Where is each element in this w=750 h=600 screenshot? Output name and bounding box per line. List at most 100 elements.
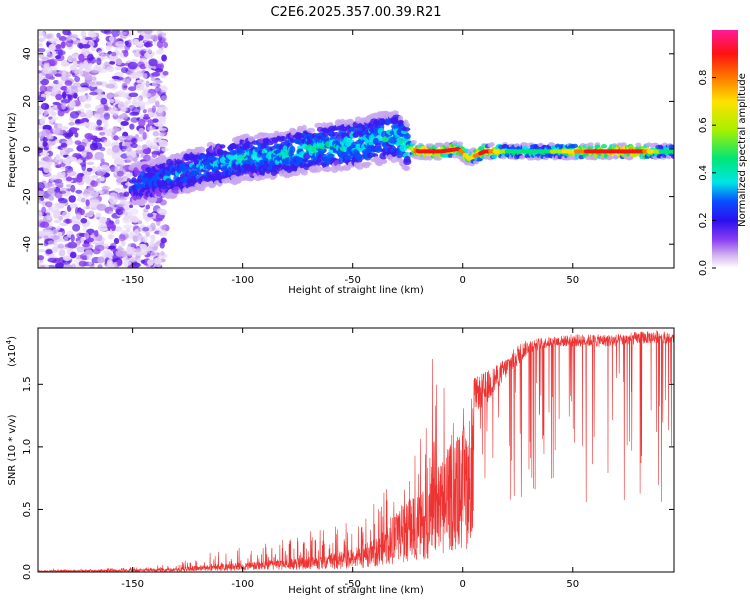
noise-blob [46, 53, 53, 58]
noise-blob [60, 142, 68, 148]
noise-blob [102, 185, 109, 194]
snr-panel: -150 -100 -50 0 50 0.0 0.5 1.0 1.5 Height of st… [5, 327, 675, 596]
noise-blob [111, 30, 121, 37]
spectral-blob [410, 140, 417, 145]
noise-blob [159, 241, 165, 249]
spectral-blob [403, 133, 411, 140]
noise-blob [100, 97, 108, 105]
noise-blob [47, 37, 58, 44]
noise-blob [84, 231, 90, 240]
spectral-blob [324, 166, 332, 172]
noise-blob [52, 104, 57, 110]
noise-blob [132, 234, 139, 243]
spectrogram-y-tick-label: -40 [22, 236, 33, 252]
noise-blob [43, 235, 49, 239]
noise-blob [38, 248, 46, 253]
noise-blob [126, 145, 132, 152]
noise-blob [75, 212, 82, 221]
spectral-blob [279, 135, 288, 142]
noise-blob [38, 73, 44, 82]
snr-x-tick-label: -150 [121, 579, 144, 590]
noise-blob [163, 41, 168, 49]
noise-blob [71, 215, 77, 224]
noise-blob [67, 95, 72, 100]
noise-blob [115, 40, 125, 47]
noise-blob [96, 119, 102, 126]
noise-blob [55, 164, 62, 169]
noise-blob [144, 101, 152, 106]
noise-blob [138, 47, 148, 52]
snr-x-tick-label: 50 [566, 579, 579, 590]
noise-blob [91, 165, 97, 174]
noise-blob [38, 52, 45, 60]
noise-blob [38, 70, 42, 74]
noise-blob [54, 127, 64, 136]
noise-blob [143, 154, 151, 162]
noise-blob [96, 57, 102, 66]
noise-blob [70, 184, 76, 193]
spectral-blob [635, 142, 642, 148]
colorbar-tick-label: 0.2 [698, 212, 709, 228]
spectral-blob [327, 153, 335, 159]
noise-blob [82, 151, 87, 158]
noise-blob [158, 139, 168, 148]
noise-blob [94, 230, 99, 237]
noise-blob [50, 118, 57, 123]
snr-y-tick-label: 0.5 [22, 501, 33, 517]
noise-blob [129, 123, 135, 130]
noise-blob [109, 164, 116, 173]
spectrogram-x-tick-label: 50 [566, 275, 579, 286]
noise-blob [60, 126, 69, 131]
noise-blob [137, 42, 143, 48]
noise-blob [162, 70, 169, 76]
noise-blob [49, 209, 58, 213]
noise-blob [126, 250, 135, 255]
noise-blob [141, 92, 152, 98]
noise-blob [38, 161, 47, 165]
noise-blob [45, 73, 54, 80]
noise-blob [40, 93, 46, 98]
noise-blob [106, 147, 113, 156]
noise-blob [99, 176, 105, 182]
snr-series-line [38, 329, 674, 572]
noise-blob [84, 144, 91, 152]
noise-blob [113, 187, 122, 192]
noise-blob [70, 234, 75, 242]
noise-blob [45, 249, 53, 255]
noise-blob [91, 175, 99, 179]
noise-blob [80, 30, 87, 37]
noise-blob [122, 93, 129, 100]
colorbar-tick-label: 0.6 [698, 117, 709, 133]
noise-blob [89, 191, 99, 198]
noise-blob [58, 35, 67, 42]
noise-blob [64, 243, 73, 248]
noise-blob [45, 201, 53, 208]
noise-blob [109, 98, 115, 103]
spectral-blob [289, 145, 296, 154]
snr-y-ticks: 0.0 0.5 1.0 1.5 [22, 376, 674, 580]
noise-blob [158, 127, 167, 131]
noise-blob [142, 148, 151, 155]
noise-blob [136, 145, 143, 151]
spectrogram-noise-region [38, 30, 170, 268]
noise-blob [86, 167, 93, 172]
noise-blob [134, 229, 140, 237]
noise-blob [154, 122, 163, 127]
spectrogram-x-tick-label: -150 [121, 275, 144, 286]
noise-blob [52, 228, 58, 235]
noise-blob [152, 130, 160, 137]
noise-blob [65, 165, 72, 170]
noise-blob [108, 36, 115, 42]
noise-blob [38, 261, 42, 267]
spectral-blob [401, 127, 411, 132]
noise-blob [159, 199, 167, 206]
noise-blob [120, 145, 129, 150]
noise-blob [82, 174, 91, 183]
noise-blob [158, 208, 168, 216]
noise-blob [90, 69, 100, 74]
noise-blob [156, 107, 164, 113]
noise-blob [130, 243, 137, 248]
spectral-blob [197, 146, 206, 154]
noise-blob [53, 203, 61, 211]
noise-blob [56, 83, 63, 89]
